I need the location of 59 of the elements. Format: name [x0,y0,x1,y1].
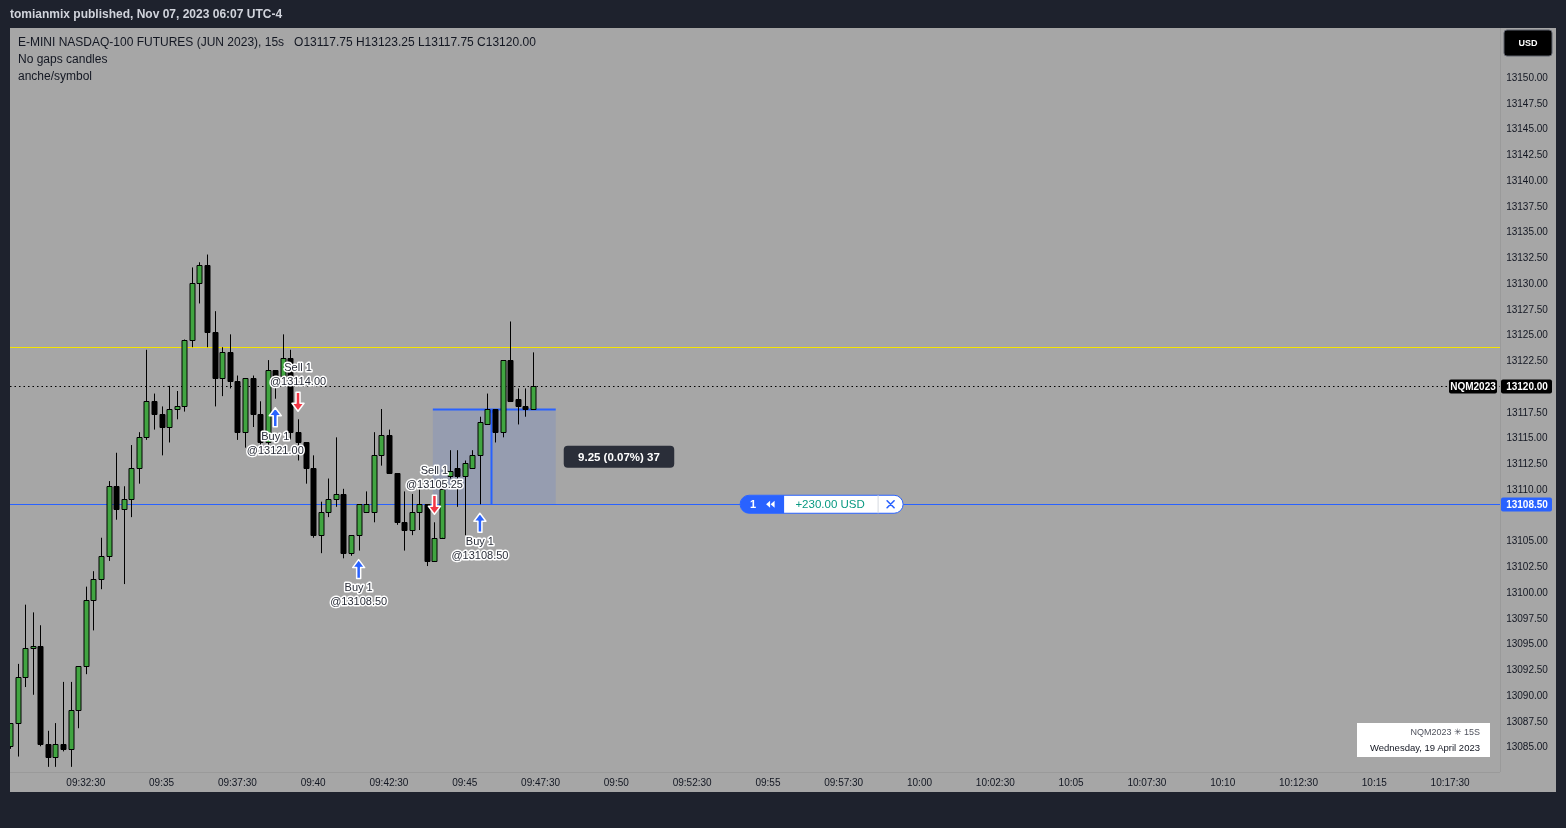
x-tick-label: 09:55 [755,776,781,788]
x-tick-label: 09:52:30 [672,776,713,788]
y-tick-label: 13090.00 [1506,690,1549,701]
y-tick-label: 13140.00 [1506,175,1549,186]
text: tomianmix published, Nov 07, 2023 06:07 UTC-4 [10,7,283,22]
text: E-MINI NASDAQ-100 FUTURES (JUN 2023), 15s [18,35,285,50]
x-tick-label: 09:35 [149,776,175,788]
annotation: NQM2023 ✳ 15S [1410,727,1480,738]
annotation: Wednesday, 19 April 2023 [1369,742,1480,754]
y-tick-label: 13108.50 [1506,499,1549,510]
y-tick-label: 13105.00 [1506,535,1549,546]
band-label: 9.25 (0.07%) 37 [578,450,660,463]
x-tick-label: 09:47:30 [521,776,561,788]
y-tick-label: 13145.00 [1506,123,1549,134]
x-tick-label: 09:50 [603,776,630,788]
y-tick-label: 13097.50 [1506,613,1549,624]
y-tick-label: 13100.00 [1506,587,1549,598]
y-tick-label: 13115.00 [1506,432,1548,443]
x-tick-label: 10:12:30 [1279,776,1319,788]
y-tick-label: 13132.50 [1506,252,1549,263]
x-tick-label: 10:00 [907,776,933,788]
y-tick-label: 13092.50 [1506,664,1549,675]
x-tick-label: 09:37:30 [217,776,258,788]
y-tick-label: 13095.00 [1506,638,1549,649]
x-tick-label: 10:10 [1210,776,1236,788]
ref-line-label: +230.00 USD [795,498,865,511]
y-tick-label: 13135.00 [1506,226,1549,237]
y-tick-label: 13117.50 [1506,407,1548,418]
annotation: 1 [750,498,757,511]
y-tick-label: 13102.50 [1506,561,1549,572]
x-tick-label: 10:15 [1361,776,1388,788]
y-tick-label: 13130.00 [1506,278,1549,289]
x-tick-label: 10:02:30 [975,776,1016,788]
annotation: anche/symbol [18,69,93,84]
y-tick-label: 13110.00 [1506,484,1548,495]
x-tick-label: 10:17:30 [1430,776,1470,788]
annotation: Buy 1 @13108.50 [451,535,509,562]
y-tick-label: 13150.00 [1506,72,1549,83]
y-tick-label: 13147.50 [1506,98,1549,109]
annotation: O13117.75 H13123.25 L13117.75 C13120.00 [294,35,537,50]
annotation: No gaps candles [18,52,108,67]
x-tick-label: 09:32:30 [66,776,106,788]
x-tick-label: 09:42:30 [369,776,409,788]
annotation: Buy 1 @13108.50 [330,581,388,608]
y-tick-label: 13085.00 [1506,741,1549,752]
x-tick-label: 10:07:30 [1127,776,1167,788]
text: USD [1518,38,1538,49]
y-tick-label: 13137.50 [1506,201,1549,212]
y-tick-label: 13112.50 [1506,458,1548,469]
x-tick-label: 09:40 [300,776,327,788]
x-tick-label: 10:05 [1058,776,1085,788]
y-tick-label: 13122.50 [1506,355,1549,366]
y-tick-label: 13142.50 [1506,149,1549,160]
y-tick-label: 13120.00 [1506,381,1549,392]
y-tick-label: 13125.00 [1506,329,1549,340]
x-tick-label: 09:57:30 [824,776,864,788]
y-tick-label: 13127.50 [1506,304,1549,315]
x-tick-label: 09:45 [452,776,478,788]
y-tick-label: 13087.50 [1506,716,1549,727]
